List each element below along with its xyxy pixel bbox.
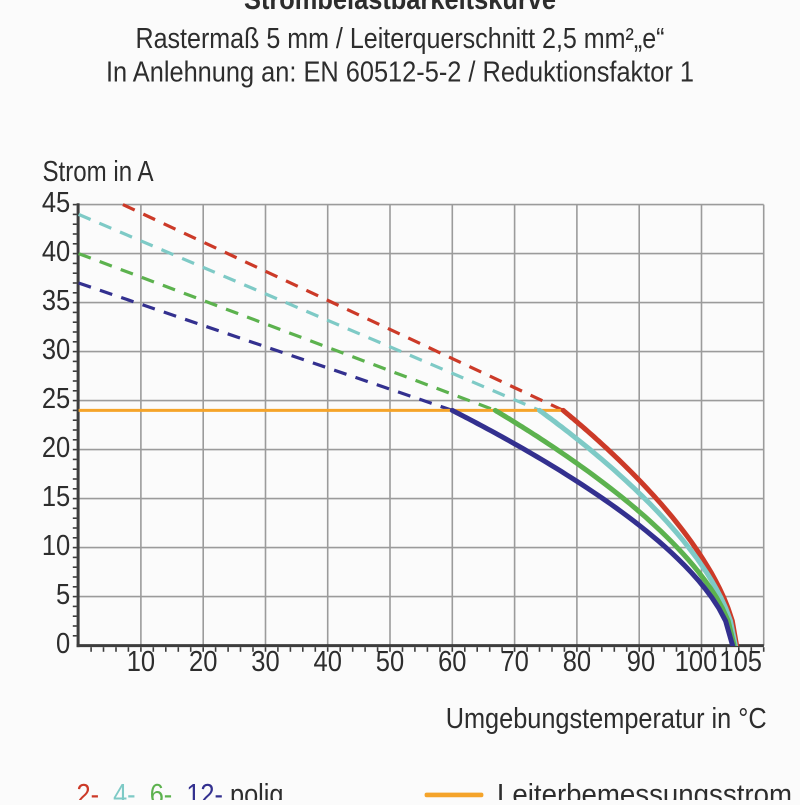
svg-text:100: 100	[675, 644, 718, 677]
svg-text:50: 50	[376, 644, 404, 677]
svg-text:Strombelastbarkeitskurve: Strombelastbarkeitskurve	[244, 0, 556, 16]
svg-text:35: 35	[42, 283, 70, 316]
svg-text:In Anlehnung an: EN 60512-5-2: In Anlehnung an: EN 60512-5-2 / Reduktio…	[106, 57, 694, 89]
svg-text:15: 15	[42, 479, 70, 512]
svg-text:20: 20	[189, 644, 217, 677]
svg-text:105: 105	[719, 644, 762, 677]
svg-text:70: 70	[500, 644, 528, 677]
svg-text:25: 25	[42, 381, 70, 414]
svg-text:80: 80	[563, 644, 591, 677]
svg-text:90: 90	[627, 644, 655, 677]
svg-text:Leiterbemessungsstrom: Leiterbemessungsstrom	[497, 779, 792, 800]
svg-text:5: 5	[56, 577, 70, 610]
svg-text:Rastermaß 5 mm / Leiterquersch: Rastermaß 5 mm / Leiterquerschnitt 2,5 m…	[136, 23, 665, 55]
svg-text:45: 45	[42, 185, 70, 218]
svg-text:30: 30	[42, 332, 70, 365]
svg-text:30: 30	[251, 644, 279, 677]
svg-text:20: 20	[42, 430, 70, 463]
svg-text:10: 10	[127, 644, 155, 677]
svg-text:Umgebungstemperatur in °C: Umgebungstemperatur in °C	[446, 703, 767, 735]
svg-text:60: 60	[438, 644, 466, 677]
svg-text:Strom in A: Strom in A	[43, 156, 155, 188]
svg-text:2-, 4-, 6-, 12- polig: 2-, 4-, 6-, 12- polig	[77, 779, 284, 800]
svg-text:10: 10	[42, 528, 70, 561]
svg-text:0: 0	[56, 626, 70, 659]
svg-text:40: 40	[42, 234, 70, 267]
svg-text:40: 40	[314, 644, 342, 677]
